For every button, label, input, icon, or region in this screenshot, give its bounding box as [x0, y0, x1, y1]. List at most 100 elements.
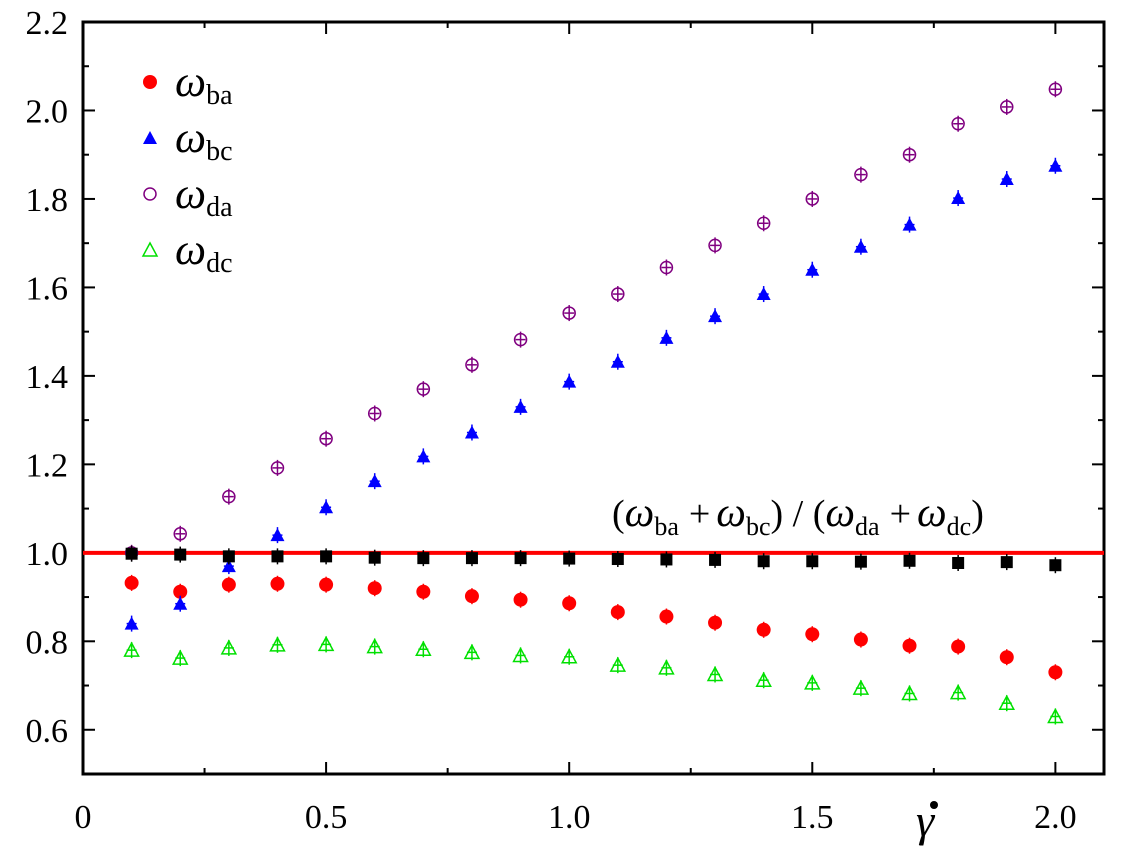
point-ratio: [320, 550, 333, 563]
point-ratio: [368, 551, 381, 564]
y-tick-label: 1.0: [26, 536, 69, 573]
point-bc: [319, 500, 334, 514]
point-bc: [124, 616, 139, 630]
point-bc: [853, 239, 868, 253]
point-ratio: [709, 553, 722, 566]
y-tick-label: 1.4: [26, 359, 69, 396]
point-ba: [319, 577, 334, 592]
point-bc: [951, 191, 966, 205]
point-ba: [464, 589, 479, 604]
point-da: [319, 431, 333, 446]
point-ba: [367, 581, 382, 596]
point-ba: [610, 605, 625, 620]
axis-ticks: [82, 21, 1104, 775]
point-ratio: [222, 550, 235, 563]
svg-text:γ: γ: [916, 795, 936, 846]
point-da: [805, 192, 820, 206]
point-da: [416, 382, 431, 396]
point-dc: [755, 671, 772, 687]
ratio-label: (ωba + ωbc) / (ωda + ωdc): [612, 490, 984, 541]
y-tick-label: 2.2: [26, 5, 69, 42]
point-dc: [852, 679, 870, 695]
point-dc: [658, 659, 675, 675]
point-bc: [221, 559, 236, 573]
y-tick-label: 1.6: [26, 270, 69, 307]
point-ratio: [1049, 559, 1062, 572]
point-da: [659, 260, 674, 275]
legend-marker-dc: [141, 241, 159, 257]
point-bc: [270, 528, 285, 542]
point-bc: [659, 330, 674, 344]
point-bc: [464, 425, 479, 439]
point-bc: [610, 354, 625, 368]
legend-label-dc: ωdc: [175, 225, 233, 279]
point-dc: [123, 641, 140, 657]
point-dc: [998, 694, 1016, 710]
plot-frame: [81, 20, 1106, 776]
legend-marker-bc: [143, 131, 157, 144]
point-ba: [805, 627, 820, 642]
legend-label-ba: ωba: [175, 57, 233, 111]
x-axis-label: γ: [916, 795, 938, 846]
x-axis-label-dot: [930, 801, 938, 809]
point-ratio: [611, 553, 624, 566]
point-ba: [270, 576, 285, 591]
point-bc: [1048, 158, 1063, 172]
point-dc: [901, 684, 918, 701]
point-dc: [171, 649, 189, 665]
y-tick-label: 1.8: [26, 182, 69, 219]
point-dc: [415, 640, 432, 657]
x-tick-label: 1.5: [791, 799, 834, 836]
point-bc: [999, 172, 1014, 186]
point-ba: [562, 596, 577, 611]
point-ba: [902, 638, 917, 653]
point-ratio: [854, 555, 867, 568]
point-ratio: [757, 555, 770, 568]
point-ba: [951, 639, 966, 654]
point-ratio: [271, 550, 284, 563]
point-da: [222, 489, 236, 504]
point-ba: [221, 577, 236, 592]
point-da: [513, 332, 528, 347]
y-tick-label: 2.0: [26, 93, 69, 130]
y-tick-label: 0.6: [26, 713, 69, 750]
point-da: [611, 287, 625, 301]
point-ba: [416, 584, 431, 599]
point-ratio: [514, 552, 527, 565]
point-dc: [804, 674, 821, 690]
point-dc: [463, 643, 481, 660]
point-ratio: [125, 547, 138, 560]
point-da: [951, 116, 965, 131]
point-da: [1048, 82, 1063, 96]
point-bc: [513, 399, 528, 413]
x-tick-label: 0: [75, 799, 92, 836]
axis-tick-labels: 0 0.5 1.0 1.5 2.0 0.6 0.8 1.0 1.2 1.4 1.6 1.8 2.0 2.2: [26, 5, 1077, 836]
point-ratio: [174, 548, 187, 561]
point-da: [854, 167, 868, 182]
point-ratio: [465, 552, 478, 565]
point-da: [270, 461, 285, 475]
point-bc: [756, 287, 771, 301]
legend-label-bc: ωbc: [175, 113, 233, 167]
point-ba: [853, 632, 868, 647]
point-bc: [173, 596, 188, 610]
x-tick-label: 0.5: [305, 799, 348, 836]
point-ratio: [903, 554, 916, 567]
point-ba: [659, 609, 674, 624]
y-tick-label: 1.2: [26, 447, 69, 484]
point-ratio: [1000, 556, 1013, 569]
point-bc: [902, 217, 917, 231]
point-ratio: [952, 556, 965, 569]
data-points: [123, 81, 1064, 725]
point-dc: [512, 646, 529, 663]
x-tick-label: 1.0: [548, 799, 591, 836]
point-dc: [949, 684, 967, 700]
point-dc: [1047, 707, 1064, 724]
point-bc: [416, 449, 431, 463]
point-da: [465, 358, 479, 372]
point-ratio: [417, 552, 430, 565]
point-ba: [124, 575, 139, 590]
point-ba: [173, 584, 188, 599]
point-da: [562, 306, 576, 320]
